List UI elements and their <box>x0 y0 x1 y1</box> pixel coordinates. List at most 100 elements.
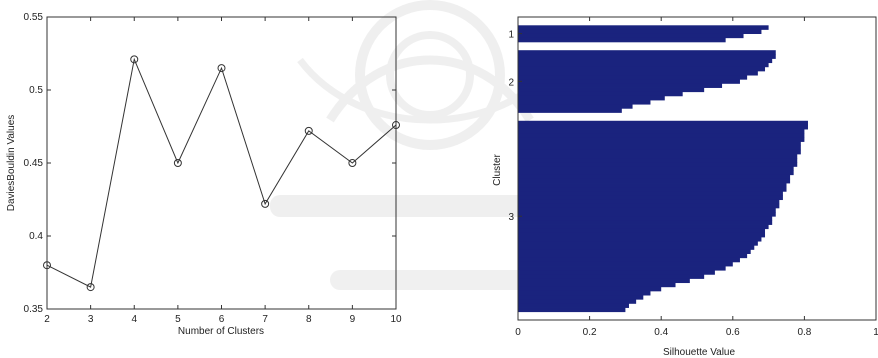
silhouette-bar <box>518 286 662 292</box>
data-point <box>348 159 357 167</box>
davies-bouldin-line <box>46 57 397 288</box>
cluster-label: 1 <box>508 30 514 41</box>
silhouette-bar <box>518 299 637 304</box>
left-plot-frame <box>46 16 397 310</box>
silhouette-bar <box>518 216 773 221</box>
silhouette-bar <box>518 207 776 213</box>
left-y-ticks: 0.35 0.4 0.45 0.5 0.55 <box>24 12 396 315</box>
left-x-tick-label: 7 <box>262 314 268 325</box>
silhouette-bar <box>518 191 783 196</box>
right-x-tick-label: 0 <box>515 327 521 338</box>
right-x-ticks: 0 0.2 0.4 0.6 0.8 1 <box>515 17 878 338</box>
left-x-axis-label: Number of Clusters <box>178 326 264 337</box>
silhouette-bar <box>518 261 733 267</box>
silhouette-bar <box>518 195 783 201</box>
silhouette-bar <box>518 274 705 279</box>
silhouette-bar <box>518 37 726 43</box>
right-y-axis-label: Cluster <box>492 153 503 185</box>
silhouette-bar <box>518 25 769 30</box>
left-x-tick-label: 5 <box>175 314 181 325</box>
right-x-tick-label: 0.8 <box>797 327 811 338</box>
silhouette-bar <box>518 54 776 59</box>
left-y-tick-label: 0.55 <box>24 12 44 23</box>
silhouette-bar <box>518 129 805 134</box>
silhouette-bar <box>518 120 808 126</box>
silhouette-bar <box>518 153 798 159</box>
silhouette-bar <box>518 87 705 93</box>
silhouette-bar <box>518 224 769 230</box>
data-point <box>304 126 313 135</box>
left-x-tick-label: 2 <box>44 314 50 325</box>
silhouette-bar <box>518 236 762 242</box>
silhouette-bar <box>518 104 633 109</box>
data-point <box>173 159 182 167</box>
left-x-tick-label: 6 <box>219 314 225 325</box>
silhouette-bar <box>518 91 683 97</box>
cluster-labels: 1 2 3 <box>508 30 522 223</box>
silhouette-bar <box>518 178 791 184</box>
silhouette-bar <box>518 307 626 313</box>
silhouette-bar <box>518 62 769 68</box>
data-point <box>130 55 139 64</box>
silhouette-bar <box>518 166 794 171</box>
silhouette-bar <box>518 257 740 263</box>
silhouette-bar <box>518 212 776 217</box>
data-point <box>217 64 226 73</box>
silhouette-bar <box>518 232 766 238</box>
data-point <box>392 121 400 130</box>
data-point <box>261 199 270 208</box>
data-point <box>86 283 95 292</box>
silhouette-bar <box>518 100 651 105</box>
silhouette-bar <box>518 282 676 288</box>
left-y-axis-label: DaviesBouldin Values <box>6 115 17 212</box>
silhouette-bar <box>518 187 787 192</box>
silhouette-bar <box>518 133 805 138</box>
silhouette-bar <box>518 278 690 284</box>
silhouette-bar <box>518 149 801 155</box>
davies-bouldin-chart: 0.35 0.4 0.45 0.5 0.55 2 3 4 5 6 7 8 9 10 Number of … <box>6 12 402 337</box>
silhouette-bar <box>518 137 805 142</box>
davies-bouldin-markers <box>43 55 400 292</box>
silhouette-bar <box>518 75 748 80</box>
left-y-tick-label: 0.35 <box>24 304 44 315</box>
left-y-tick-label: 0.45 <box>24 158 44 169</box>
right-x-tick-label: 0.6 <box>726 327 740 338</box>
silhouette-bar <box>518 95 665 101</box>
right-plot-frame <box>517 16 877 321</box>
silhouette-bar <box>518 270 715 275</box>
silhouette-bar <box>518 66 766 72</box>
silhouette-bar <box>518 170 794 176</box>
silhouette-bar <box>518 33 744 39</box>
silhouette-bar <box>518 220 773 225</box>
silhouette-bar <box>518 241 758 246</box>
silhouette-bar <box>518 253 748 259</box>
left-y-tick-label: 0.4 <box>29 231 43 242</box>
silhouette-bar <box>518 79 740 84</box>
silhouette-bar <box>518 50 776 55</box>
silhouette-bar <box>518 145 801 151</box>
right-x-tick-label: 1 <box>873 327 878 338</box>
right-x-axis-label: Silhouette Value <box>663 347 736 358</box>
silhouette-chart: 0 0.2 0.4 0.6 0.8 1 1 2 3 Silhouette Value Clus… <box>492 16 878 358</box>
silhouette-bar <box>518 83 723 88</box>
silhouette-bar <box>518 174 791 180</box>
silhouette-bar <box>518 108 622 113</box>
left-x-tick-label: 4 <box>131 314 137 325</box>
silhouette-bar <box>518 199 780 205</box>
cluster-label: 3 <box>508 212 514 223</box>
silhouette-bar <box>518 295 644 300</box>
left-x-tick-label: 10 <box>390 314 402 325</box>
left-x-tick-label: 8 <box>306 314 312 325</box>
silhouette-bar <box>518 245 755 250</box>
silhouette-bar <box>518 228 766 234</box>
right-x-tick-label: 0.4 <box>654 327 668 338</box>
silhouette-bar <box>518 29 762 35</box>
silhouette-bar <box>518 141 801 147</box>
silhouette-bar <box>518 58 773 64</box>
silhouette-bar <box>518 249 751 254</box>
silhouette-bar <box>518 290 651 296</box>
silhouette-bar <box>518 203 780 209</box>
cluster-label: 2 <box>508 77 514 88</box>
left-y-tick-label: 0.5 <box>29 85 43 96</box>
